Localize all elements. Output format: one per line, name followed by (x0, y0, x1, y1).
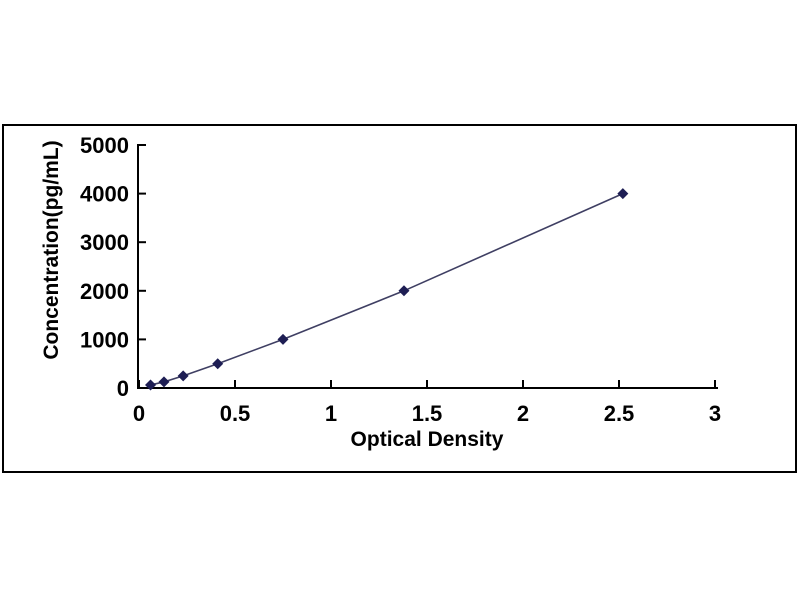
data-point-diamond (145, 379, 157, 391)
x-axis-title: Optical Density (350, 428, 504, 451)
x-tick-label: 1.5 (412, 401, 443, 426)
y-tick-label: 1000 (80, 327, 129, 352)
y-tick-label: 4000 (80, 182, 129, 207)
x-tick-label: 3 (709, 401, 721, 426)
y-tick-label: 5000 (80, 133, 129, 158)
data-point-diamond (617, 188, 629, 200)
x-tick-label: 2 (517, 401, 529, 426)
chart-frame (2, 124, 797, 473)
y-tick-label: 3000 (80, 230, 129, 255)
y-tick-label: 0 (117, 376, 129, 401)
series-line (150, 192, 624, 386)
data-point-diamond (398, 285, 410, 297)
x-tick-label: 0.5 (220, 401, 251, 426)
data-point-diamond (277, 333, 289, 345)
data-point-diamond (177, 370, 189, 382)
x-tick-label: 0 (133, 401, 145, 426)
y-tick-label: 2000 (80, 279, 129, 304)
y-axis-title: Concentration(pg/mL) (40, 140, 63, 360)
data-point-diamond (212, 358, 224, 370)
x-tick-label: 1 (325, 401, 337, 426)
data-point-diamond (158, 376, 170, 388)
x-tick-label: 2.5 (604, 401, 635, 426)
